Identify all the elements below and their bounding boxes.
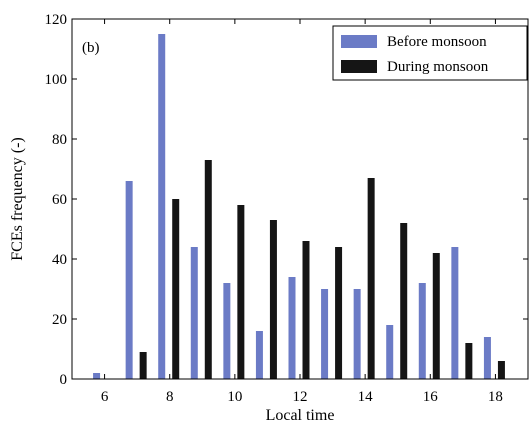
x-tick-label: 6 xyxy=(101,389,109,405)
legend-swatch xyxy=(341,60,377,73)
legend-swatch xyxy=(341,35,377,48)
bar-before-18 xyxy=(483,337,491,379)
bar-before-13 xyxy=(321,289,329,379)
x-tick-label: 8 xyxy=(166,389,174,405)
bar-before-10 xyxy=(223,283,231,379)
bar-during-13 xyxy=(335,247,343,379)
y-tick-label: 100 xyxy=(45,72,68,88)
bar-before-11 xyxy=(255,331,263,379)
bar-during-9 xyxy=(204,160,212,379)
y-tick-label: 80 xyxy=(52,132,67,148)
bar-during-18 xyxy=(497,361,505,379)
bar-before-16 xyxy=(418,283,426,379)
axis-ticks: 6 8 10 12 14 16 18 0 20 40 60 80 100 120 xyxy=(45,12,528,405)
bar-before-15 xyxy=(386,325,394,379)
bar-during-15 xyxy=(400,223,408,379)
x-tick-label: 12 xyxy=(293,389,308,405)
bar-before-17 xyxy=(451,247,459,379)
bar-during-8 xyxy=(172,199,180,379)
bar-before-6 xyxy=(93,373,101,379)
y-tick-label: 120 xyxy=(45,12,68,28)
y-axis-title: FCEs frequency (-) xyxy=(9,137,26,261)
bar-before-7 xyxy=(125,181,133,379)
y-tick-label: 20 xyxy=(52,312,67,328)
panel-label: (b) xyxy=(82,40,100,56)
x-tick-label: 14 xyxy=(358,389,374,405)
bar-during-16 xyxy=(432,253,440,379)
x-axis-title: Local time xyxy=(266,407,335,423)
bar-during-10 xyxy=(237,205,245,379)
bar-before-8 xyxy=(158,34,166,379)
bar-during-11 xyxy=(269,220,277,379)
bar-during-17 xyxy=(465,343,473,379)
bar-during-7 xyxy=(139,352,147,379)
bar-during-12 xyxy=(302,241,310,379)
bar-before-14 xyxy=(353,289,361,379)
bars-layer xyxy=(93,34,505,379)
x-tick-label: 18 xyxy=(488,389,503,405)
y-tick-label: 0 xyxy=(60,372,68,388)
bar-before-9 xyxy=(190,247,198,379)
legend-label: Before monsoon xyxy=(387,34,487,50)
x-tick-label: 10 xyxy=(227,389,242,405)
y-tick-label: 40 xyxy=(52,252,67,268)
bar-during-14 xyxy=(367,178,375,379)
legend-label: During monsoon xyxy=(387,59,489,75)
legend: Before monsoon During monsoon xyxy=(332,25,528,81)
y-tick-label: 60 xyxy=(52,192,67,208)
bar-before-12 xyxy=(288,277,296,379)
x-tick-label: 16 xyxy=(423,389,439,405)
